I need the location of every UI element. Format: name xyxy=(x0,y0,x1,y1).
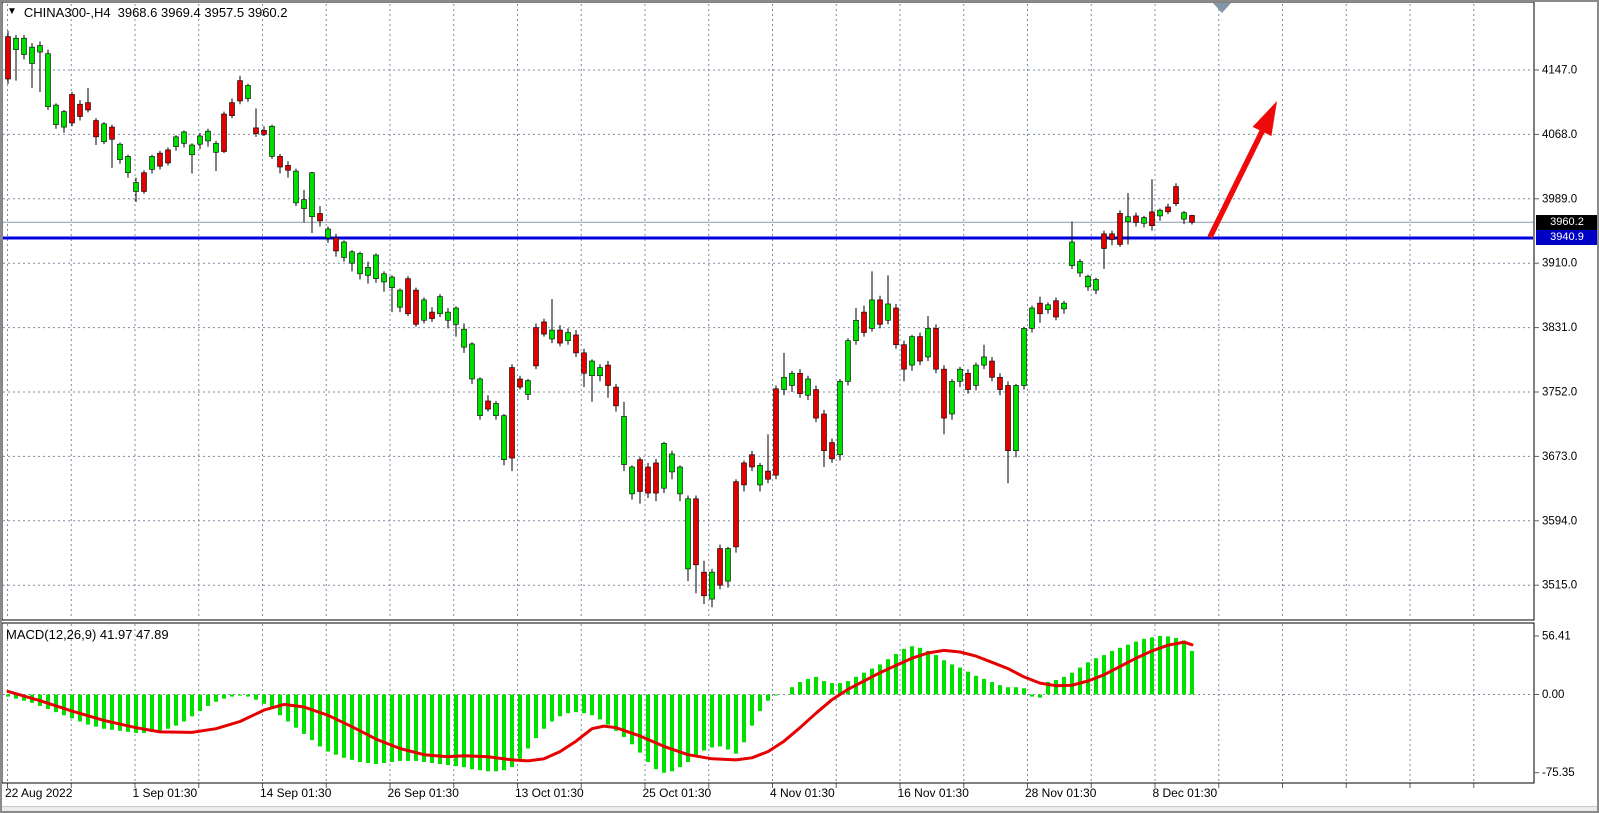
support-line-price-tag: 3940.9 xyxy=(1536,230,1598,245)
macd-signal-line xyxy=(6,640,1194,763)
time-axis-label: 22 Aug 2022 xyxy=(5,786,73,800)
macd-indicator-label: MACD(12,26,9) 41.97 47.89 xyxy=(6,627,169,642)
price-axis-label: 3515.0 xyxy=(1542,580,1577,592)
price-axis-label: 4068.0 xyxy=(1542,129,1577,141)
macd-histogram xyxy=(6,635,1194,773)
macd-axis-label: 56.41 xyxy=(1542,630,1571,642)
time-axis-label: 4 Nov 01:30 xyxy=(770,786,835,800)
ohlc-values-label: 3968.6 3969.4 3957.5 3960.2 xyxy=(117,5,288,20)
time-axis-label: 8 Dec 01:30 xyxy=(1153,786,1218,800)
chart-shift-marker[interactable] xyxy=(1213,3,1231,13)
time-axis-label: 25 Oct 01:30 xyxy=(643,786,712,800)
panel-borders xyxy=(1,1,1535,784)
price-axis-label: 3910.0 xyxy=(1542,258,1577,270)
trend-arrow[interactable] xyxy=(1207,100,1277,239)
price-axis-label: 4147.0 xyxy=(1542,65,1577,77)
price-axis-label: 3594.0 xyxy=(1542,515,1577,527)
time-axis-label: 13 Oct 01:30 xyxy=(515,786,584,800)
price-axis-label: 3752.0 xyxy=(1542,387,1577,399)
time-axis-label: 14 Sep 01:30 xyxy=(260,786,332,800)
price-axis-label: 3673.0 xyxy=(1542,451,1577,463)
macd-axis-label: -75.35 xyxy=(1542,767,1575,779)
time-axis-label: 1 Sep 01:30 xyxy=(133,786,198,800)
price-axis-label: 3831.0 xyxy=(1542,322,1577,334)
grid-layer xyxy=(3,4,1533,788)
window-bottom-edge xyxy=(0,806,1599,813)
time-axis[interactable]: 22 Aug 2022 1 Sep 01:30 14 Sep 01:30 26 Sep… xyxy=(5,786,1218,800)
time-axis-label: 16 Nov 01:30 xyxy=(898,786,970,800)
time-axis-label: 28 Nov 01:30 xyxy=(1025,786,1097,800)
macd-axis-label: 0.00 xyxy=(1542,689,1564,701)
time-axis-label: 26 Sep 01:30 xyxy=(388,786,460,800)
symbol-timeframe-label: CHINA300-,H4 xyxy=(23,5,111,20)
candles-layer[interactable] xyxy=(5,30,1195,608)
chart-title: ▼ CHINA300-,H4 3968.6 3969.4 3957.5 3960… xyxy=(7,5,288,20)
bid-price-tag: 3960.2 xyxy=(1536,215,1598,230)
price-axis[interactable]: 4147.0 4068.0 3989.0 3910.0 3831.0 3752.0 3673… xyxy=(1534,65,1577,780)
symbol-dropdown-icon[interactable]: ▼ xyxy=(7,6,17,17)
price-axis-label: 3989.0 xyxy=(1542,193,1577,205)
